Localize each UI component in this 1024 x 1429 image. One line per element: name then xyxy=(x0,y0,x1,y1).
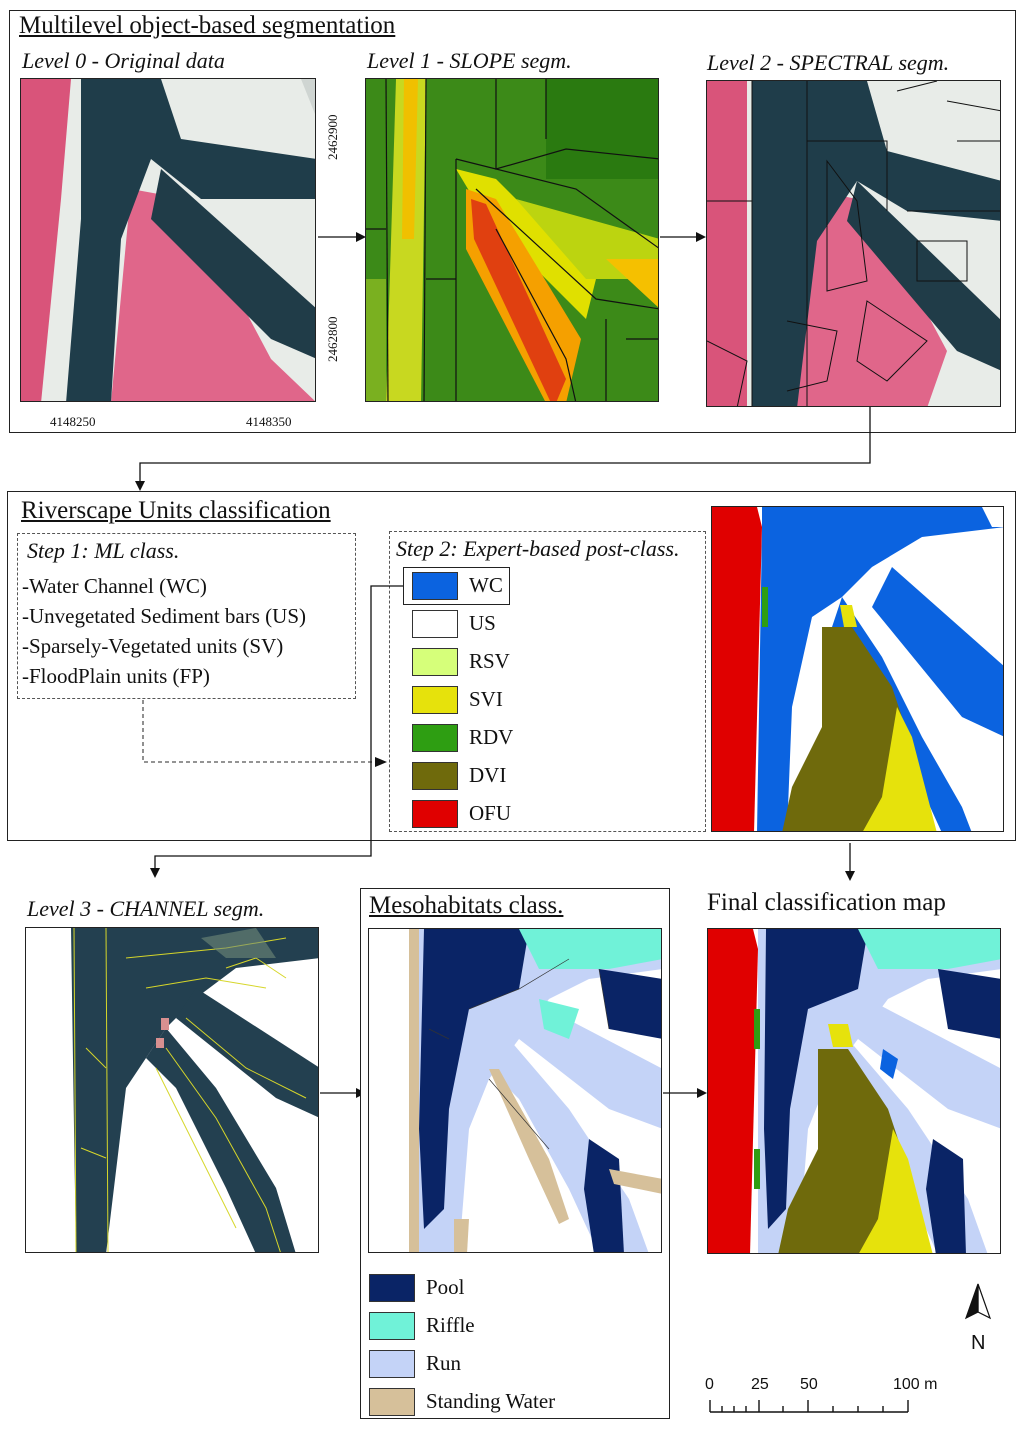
coord-x1: 4148250 xyxy=(50,414,96,429)
legend-label-wc: WC xyxy=(469,573,503,597)
legend-label-standing-water: Standing Water xyxy=(426,1389,556,1413)
legend-swatch-rdv xyxy=(412,724,458,752)
step1-box xyxy=(17,533,356,699)
final-title: Final classification map xyxy=(707,889,946,916)
step2-title: Step 2: Expert-based post-class. xyxy=(396,536,680,561)
scale-bar xyxy=(709,1400,909,1413)
connector-arrow-icon xyxy=(150,585,403,878)
dashed-arrow-icon xyxy=(142,700,387,767)
mesohabitats-title: Mesohabitats class. xyxy=(369,892,564,919)
step1-item: -Water Channel (WC) xyxy=(22,574,207,598)
legend-label-run: Run xyxy=(426,1351,462,1375)
step1-title: Step 1: ML class. xyxy=(27,538,180,563)
connector-arrow-icon xyxy=(135,407,871,491)
arrow-icon xyxy=(845,843,855,881)
level1-map xyxy=(365,78,659,402)
legend-swatch-us xyxy=(412,610,458,638)
step1-item: -Sparsely-Vegetated units (SV) xyxy=(22,634,284,658)
coord-x2: 4148350 xyxy=(246,414,292,429)
level2-map xyxy=(706,80,1001,407)
legend-swatch-dvi xyxy=(412,762,458,790)
legend-swatch-standing-water xyxy=(369,1388,415,1416)
legend-label-rsv: RSV xyxy=(469,649,510,673)
legend-label-ofu: OFU xyxy=(469,801,512,825)
legend-label-svi: SVI xyxy=(469,687,503,711)
scale-tick-label: 50 xyxy=(800,1376,818,1393)
arrow-icon xyxy=(318,232,366,242)
wc-highlight-box xyxy=(403,567,510,605)
legend-label-rdv: RDV xyxy=(469,725,514,749)
level3-map xyxy=(25,927,319,1253)
legend-swatch-rsv xyxy=(412,648,458,676)
level3-title: Level 3 - CHANNEL segm. xyxy=(27,896,265,921)
riverscape-map xyxy=(711,506,1004,832)
legend-swatch-ofu xyxy=(412,800,458,828)
scale-tick-label: 100 m xyxy=(893,1376,938,1393)
segmentation-title: Multilevel object-based segmentation xyxy=(19,12,396,39)
legend-swatch-wc xyxy=(412,572,458,600)
level1-title: Level 1 - SLOPE segm. xyxy=(367,48,572,73)
riverscape-title: Riverscape Units classification xyxy=(21,497,331,524)
level2-title: Level 2 - SPECTRAL segm. xyxy=(707,50,950,75)
step1-item: -FloodPlain units (FP) xyxy=(22,664,210,688)
coord-y1: 2462900 xyxy=(325,114,340,161)
legend-swatch-svi xyxy=(412,686,458,714)
scale-tick-label: 0 xyxy=(705,1376,714,1393)
legend-swatch-pool xyxy=(369,1274,415,1302)
legend-label-riffle: Riffle xyxy=(426,1313,475,1337)
level0-map xyxy=(20,78,316,402)
coord-y2: 2462800 xyxy=(325,316,340,363)
mesohabitats-map xyxy=(368,928,662,1253)
legend-label-dvi: DVI xyxy=(469,763,507,787)
scale-tick-label: 25 xyxy=(751,1376,769,1393)
arrow-icon xyxy=(663,1088,707,1098)
step1-item: -Unvegetated Sediment bars (US) xyxy=(22,604,307,628)
north-arrow-icon xyxy=(964,1283,992,1320)
arrow-icon xyxy=(660,232,706,242)
legend-swatch-run xyxy=(369,1350,415,1378)
legend-label-us: US xyxy=(469,611,496,635)
north-label: N xyxy=(971,1332,986,1354)
level0-title: Level 0 - Original data xyxy=(22,48,225,73)
final-map xyxy=(707,928,1001,1254)
legend-label-pool: Pool xyxy=(426,1275,465,1299)
legend-swatch-riffle xyxy=(369,1312,415,1340)
step2-box xyxy=(389,531,706,832)
